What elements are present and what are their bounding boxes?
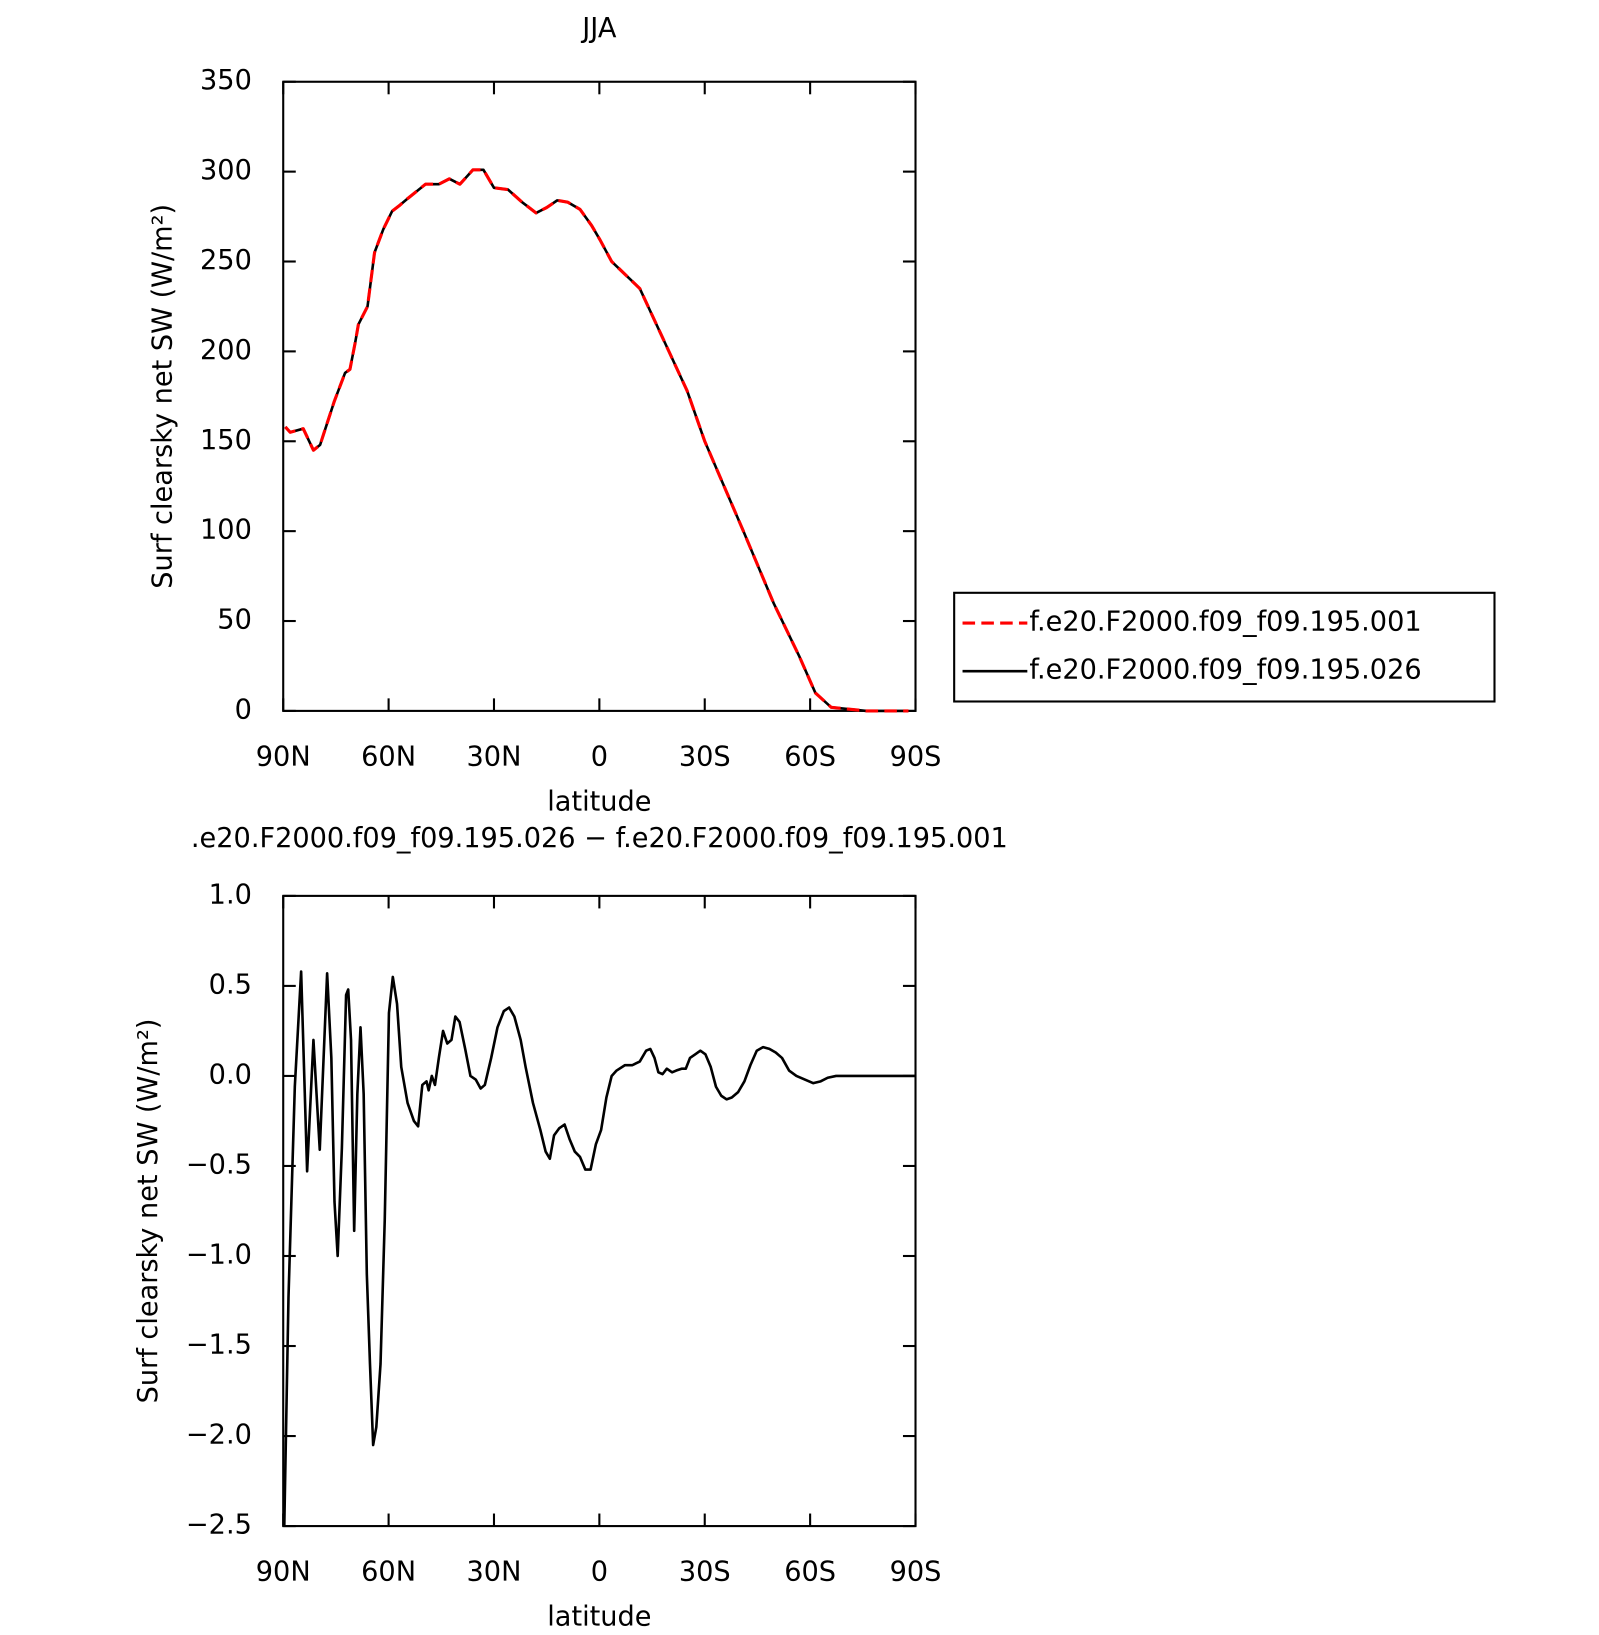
y-tick-label: −0.5	[186, 1149, 252, 1180]
y-tick-label: −1.5	[186, 1330, 252, 1361]
x-tick-label: 90S	[890, 741, 942, 772]
chart-title: .e20.F2000.f09_f09.195.026 − f.e20.F2000…	[191, 823, 1008, 854]
chart-title: JJA	[580, 13, 617, 44]
y-tick-label: −2.0	[186, 1420, 252, 1451]
x-tick-label: 0	[591, 1557, 608, 1588]
x-tick-label: 60S	[784, 741, 836, 772]
legend-box	[953, 591, 1496, 703]
x-tick-label: 90S	[890, 1557, 942, 1588]
y-tick-label: −1.0	[186, 1239, 252, 1270]
legend-label: f.e20.F2000.f09_f09.195.001	[1029, 607, 1421, 638]
y-axis-label: Surf clearsky net SW (W/m²)	[133, 1019, 164, 1404]
x-tick-label: 30N	[467, 741, 522, 772]
x-tick-label: 60N	[361, 1557, 416, 1588]
y-tick-label: 1.0	[209, 879, 252, 910]
x-tick-label: 30N	[467, 1557, 522, 1588]
y-axis-label: Surf clearsky net SW (W/m²)	[148, 204, 179, 589]
y-tick-label: 300	[200, 155, 252, 186]
y-tick-label: 200	[200, 335, 252, 366]
x-axis-label: latitude	[547, 1602, 651, 1633]
y-tick-label: 50	[217, 605, 252, 636]
x-tick-label: 90N	[256, 1557, 311, 1588]
y-tick-label: −2.5	[186, 1510, 252, 1541]
x-tick-label: 30S	[679, 1557, 731, 1588]
data-line	[282, 970, 916, 1527]
plot-frame	[282, 80, 917, 712]
x-tick-label: 30S	[679, 741, 731, 772]
x-tick-label: 60N	[361, 741, 416, 772]
x-axis-label: latitude	[547, 786, 651, 817]
y-tick-label: 0.0	[209, 1059, 252, 1090]
x-tick-label: 60S	[784, 1557, 836, 1588]
y-tick-label: 150	[200, 425, 252, 456]
plot-frame	[282, 894, 917, 1528]
y-tick-label: 100	[200, 515, 252, 546]
x-tick-label: 90N	[256, 741, 311, 772]
legend-label: f.e20.F2000.f09_f09.195.026	[1029, 655, 1421, 686]
y-tick-label: 0	[235, 694, 252, 725]
y-tick-label: 350	[200, 65, 252, 96]
x-tick-label: 0	[591, 741, 608, 772]
y-tick-label: 250	[200, 245, 252, 276]
data-line	[284, 168, 909, 713]
data-line	[284, 168, 909, 713]
y-tick-label: 0.5	[209, 969, 252, 1000]
